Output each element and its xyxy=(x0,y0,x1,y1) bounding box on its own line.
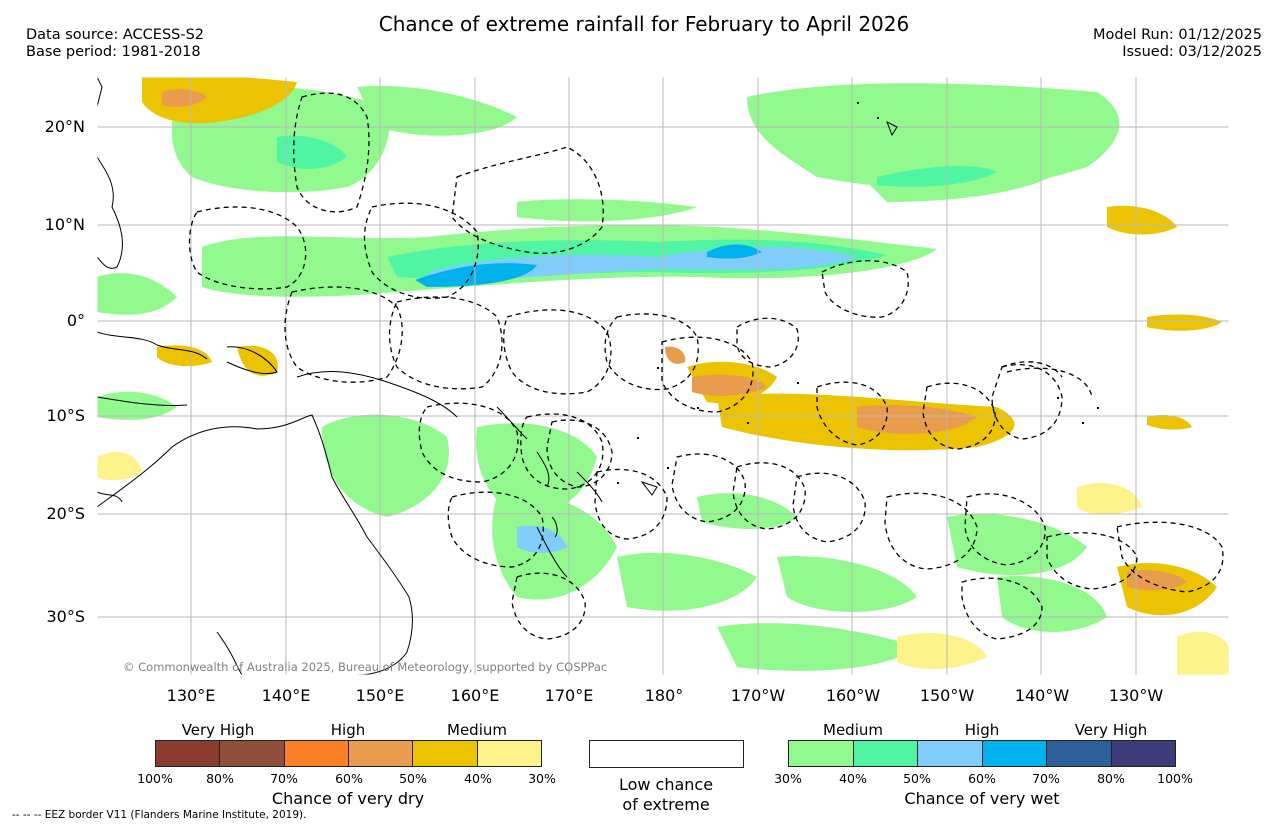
lon-label-140e: 140°E xyxy=(261,686,311,705)
map-title: Chance of extreme rainfall for February … xyxy=(378,12,910,36)
eez-borders xyxy=(188,92,1224,640)
dry-tick: 100% xyxy=(137,771,173,786)
rainfall-map xyxy=(97,77,1229,675)
wet-swatch xyxy=(982,741,1047,766)
dry-tick: 60% xyxy=(335,771,363,786)
dry-header-very-high: Very High xyxy=(181,721,255,739)
wet-tick: 60% xyxy=(968,771,996,786)
dry-tick: 50% xyxy=(399,771,427,786)
wet-tick: 100% xyxy=(1157,771,1193,786)
lon-label-170w: 170°W xyxy=(730,686,786,705)
dry-tick: 30% xyxy=(528,771,556,786)
wet-caption: Chance of very wet xyxy=(904,789,1060,808)
copyright-text: © Commonwealth of Australia 2025, Bureau… xyxy=(123,660,608,674)
base-period: Base period: 1981-2018 xyxy=(26,44,201,60)
run-info: Model Run: 01/12/2025 Issued: 03/12/2025 xyxy=(1093,27,1262,61)
lon-label-130w: 130°W xyxy=(1108,686,1164,705)
low-chance-line2: of extreme xyxy=(622,795,710,814)
lon-label-130e: 130°E xyxy=(166,686,216,705)
lat-label-0: 0° xyxy=(66,311,85,330)
data-source: Data source: ACCESS-S2 xyxy=(26,27,205,43)
wet-tick: 30% xyxy=(774,771,802,786)
wet-tick: 70% xyxy=(1032,771,1060,786)
lon-label-150w: 150°W xyxy=(919,686,975,705)
dry-tick: 40% xyxy=(464,771,492,786)
eez-footnote: -- -- -- EEZ border V11 (Flanders Marine… xyxy=(12,809,307,821)
low-chance-caption: Low chance of extreme xyxy=(619,775,713,815)
very-wet-areas xyxy=(97,83,1120,671)
wet-header-very-high: Very High xyxy=(1074,721,1148,739)
wet-header-high: High xyxy=(964,721,1000,739)
dry-swatch xyxy=(156,741,221,766)
wet-swatch xyxy=(1111,741,1175,766)
islands xyxy=(617,102,1099,484)
low-chance-line1: Low chance xyxy=(618,775,714,794)
lat-label-30s: 30°S xyxy=(46,607,85,626)
lat-label-20s: 20°S xyxy=(46,504,85,523)
lon-label-140w: 140°W xyxy=(1014,686,1070,705)
wet-swatch xyxy=(789,741,854,766)
wet-swatch xyxy=(1047,741,1112,766)
very-dry-areas xyxy=(97,77,1229,675)
model-run: Model Run: 01/12/2025 xyxy=(1092,27,1262,43)
dry-tick: 80% xyxy=(206,771,234,786)
dry-swatch xyxy=(348,741,414,766)
dry-header-high: High xyxy=(330,721,366,739)
dry-swatch xyxy=(413,741,478,766)
wet-color-bar xyxy=(788,740,1176,767)
dry-caption: Chance of very dry xyxy=(271,789,425,808)
lat-label-10n: 10°N xyxy=(44,215,85,234)
dry-swatch xyxy=(284,741,349,766)
wet-swatch xyxy=(918,741,983,766)
wet-header-medium: Medium xyxy=(823,721,883,739)
dry-swatch xyxy=(220,741,285,766)
wet-tick: 40% xyxy=(839,771,867,786)
lat-label-10s: 10°S xyxy=(46,406,85,425)
lon-label-150e: 150°E xyxy=(355,686,405,705)
low-chance-swatch xyxy=(589,740,744,768)
wet-tick: 80% xyxy=(1097,771,1125,786)
lon-label-180: 180° xyxy=(644,686,684,705)
lon-label-170e: 170°E xyxy=(544,686,594,705)
dry-swatch xyxy=(477,741,541,766)
lat-label-20n: 20°N xyxy=(44,117,85,136)
wet-tick: 50% xyxy=(903,771,931,786)
lon-label-160w: 160°W xyxy=(825,686,881,705)
dry-color-bar xyxy=(155,740,542,767)
data-info: Data source: ACCESS-S2 Base period: 1981… xyxy=(26,27,204,61)
wet-swatch xyxy=(853,741,918,766)
dry-tick: 70% xyxy=(270,771,298,786)
issued-date: Issued: 03/12/2025 xyxy=(1122,44,1262,60)
dry-header-medium: Medium xyxy=(447,721,507,739)
lon-label-160e: 160°E xyxy=(450,686,500,705)
